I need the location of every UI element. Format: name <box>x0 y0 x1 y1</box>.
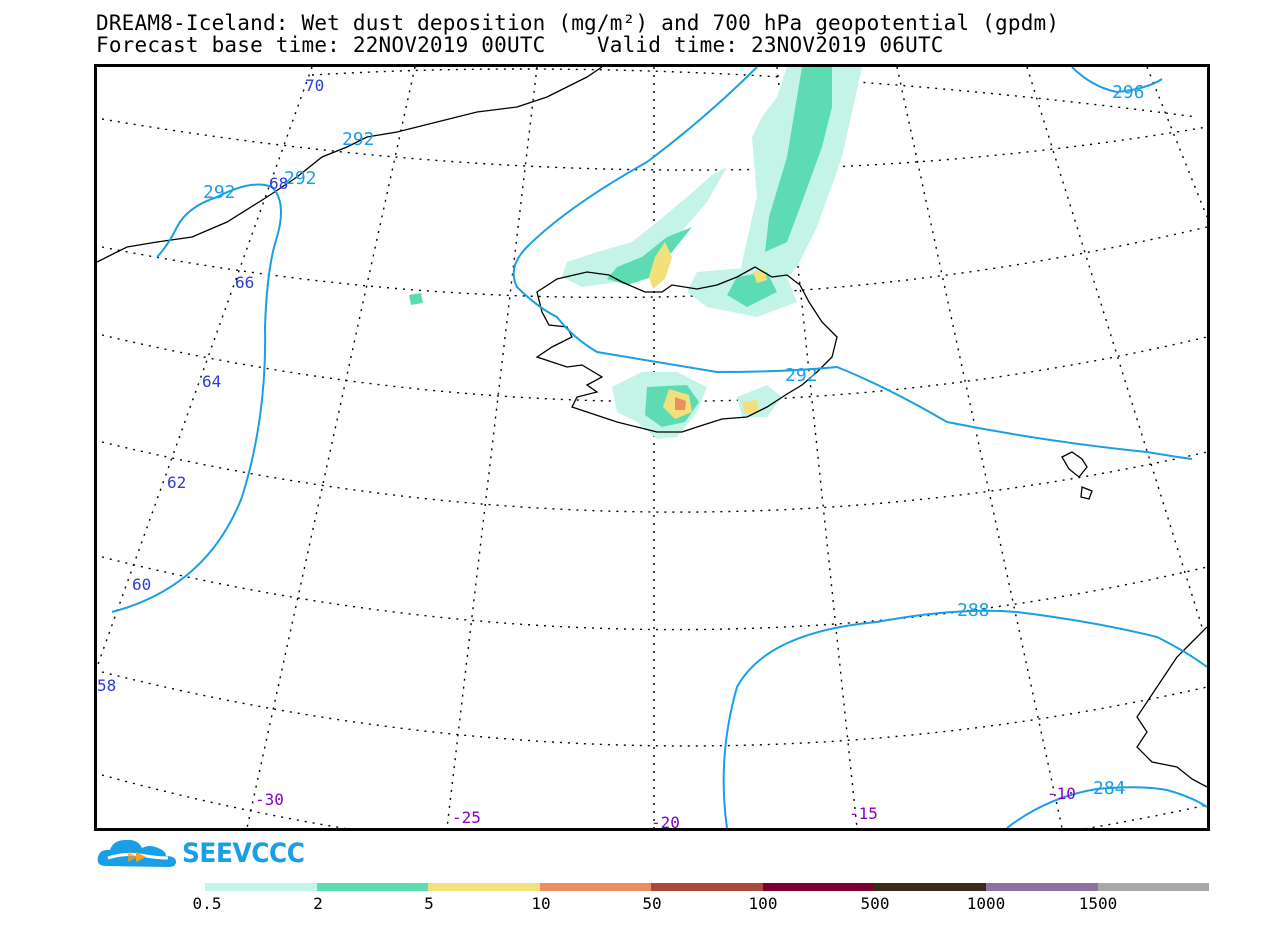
latitude-labels: 70 68 66 64 62 60 58 <box>97 76 324 695</box>
map-frame: 70 68 66 64 62 60 58 -30 -25 -20 -15 -10… <box>94 64 1210 831</box>
colorbar-label-1500: 1500 <box>1078 894 1118 913</box>
colorbar-segment-5 <box>651 883 763 891</box>
meridian-line-10 <box>896 67 1063 828</box>
geopotential-labels: 296 292 292 292 292 288 284 <box>203 82 1145 799</box>
coastlines <box>97 67 1207 788</box>
cloud-logo-icon <box>97 839 176 867</box>
map-canvas: 70 68 66 64 62 60 58 -30 -25 -20 -15 -10… <box>97 67 1207 828</box>
longitude-label-minus-25: -25 <box>452 808 481 827</box>
dust-peak-north-east <box>753 270 767 283</box>
meridian-line-30 <box>246 67 416 828</box>
dust-plume-west-light <box>562 167 727 287</box>
geopotential-contours <box>111 67 1207 828</box>
dust-deposition-shading <box>409 67 862 439</box>
contour-284-southeast <box>1006 786 1207 828</box>
norway-coastline <box>1136 626 1207 788</box>
colorbar-label-5: 5 <box>424 894 434 913</box>
longitude-labels: -30 -25 -20 -15 -10 <box>255 784 1076 828</box>
geopotential-label-292-west: 292 <box>203 182 236 203</box>
meridian-line-35 <box>97 67 313 668</box>
colorbar-segment-3 <box>428 883 540 891</box>
colorbar-segment-7 <box>874 883 986 891</box>
colorbar-label-0.5: 0.5 <box>192 894 222 913</box>
colorbar-label-1000: 1000 <box>966 894 1006 913</box>
latitude-line-68 <box>101 118 1207 171</box>
graticule-latitudes <box>101 68 1207 828</box>
colorbar-label-500: 500 <box>860 894 890 913</box>
latitude-label-68: 68 <box>269 174 288 193</box>
contour-288-southeast <box>722 609 1207 828</box>
latitude-label-70: 70 <box>305 76 324 95</box>
longitude-label-minus-15: -15 <box>849 804 878 823</box>
colorbar-label-100: 100 <box>748 894 778 913</box>
dust-peak-south-orange <box>675 397 686 410</box>
geopotential-label-288: 288 <box>957 600 990 621</box>
colorbar-segment-1 <box>205 883 317 891</box>
dust-patch-west-small <box>409 293 423 305</box>
contour-292-west <box>111 183 282 613</box>
geopotential-label-284: 284 <box>1093 778 1126 799</box>
colorbar-label-2: 2 <box>313 894 323 913</box>
graticule-meridians <box>97 67 1207 828</box>
dust-plume-west-mid <box>607 227 692 285</box>
colorbar-segment-9 <box>1097 883 1210 891</box>
faroe-islands-coastline <box>1061 451 1093 500</box>
colorbar-label-50: 50 <box>642 894 662 913</box>
contour-292-central <box>512 67 1193 460</box>
latitude-line-70 <box>311 68 1198 118</box>
geopotential-label-292-coast: 292 <box>284 168 317 189</box>
meridian-line-5 <box>1026 67 1203 628</box>
colorbar-segment-8 <box>985 883 1098 891</box>
latitude-label-64: 64 <box>202 372 221 391</box>
geopotential-label-292-east: 292 <box>785 365 818 386</box>
colorbar-segment-4 <box>539 883 652 891</box>
latitude-label-58: 58 <box>97 676 116 695</box>
latitude-label-62: 62 <box>167 473 186 492</box>
geopotential-label-296: 296 <box>1112 82 1145 103</box>
longitude-label-minus-30: -30 <box>255 790 284 809</box>
colorbar <box>205 883 1210 891</box>
map-subtitle-times: Forecast base time: 22NOV2019 00UTC Vali… <box>96 33 944 57</box>
dust-plume-north-mid <box>765 67 832 252</box>
longitude-label-minus-10: -10 <box>1047 784 1076 803</box>
colorbar-labels: 0.5 2 5 10 50 100 500 1000 1500 <box>0 894 1276 914</box>
latitude-label-66: 66 <box>235 273 254 292</box>
colorbar-segment-6 <box>762 883 875 891</box>
map-title: DREAM8-Iceland: Wet dust deposition (mg/… <box>96 11 1060 35</box>
dust-peak-west-yellow <box>649 242 672 289</box>
meridian-line-0 <box>1146 67 1207 218</box>
geopotential-label-292-greenland: 292 <box>342 129 375 150</box>
latitude-label-60: 60 <box>132 575 151 594</box>
longitude-label-minus-20: -20 <box>651 813 680 828</box>
iceland-coastline <box>535 266 838 433</box>
contour-296-northeast <box>1071 67 1163 94</box>
colorbar-label-10: 10 <box>531 894 551 913</box>
seevccc-logo: SEEVCCC <box>96 836 306 870</box>
meridian-line-25 <box>446 67 538 828</box>
logo-text: SEEVCCC <box>182 838 305 869</box>
latitude-line-60 <box>101 556 1207 631</box>
dust-peak-southeast-yellow <box>742 400 759 414</box>
greenland-coastline <box>97 67 603 263</box>
colorbar-segment-2 <box>316 883 429 891</box>
